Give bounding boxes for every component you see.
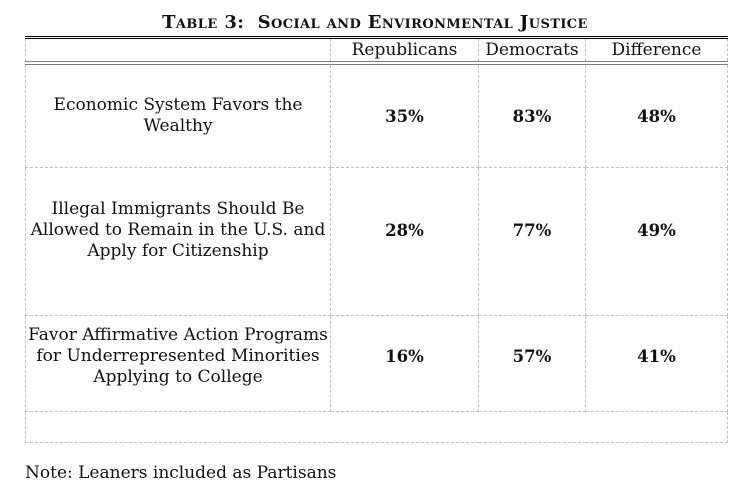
value-democrats: 57% [478,315,586,412]
empty-cell [25,411,728,443]
table-note: Note: Leaners included as Partisans [25,463,337,483]
value-republicans: 16% [330,315,479,412]
table-title: Table 3: Social and Environmental Justic… [162,12,588,33]
value-democrats: 77% [478,167,586,316]
document-page: Table 3: Social and Environmental Justic… [25,12,728,483]
header-cell-empty [25,36,331,65]
table-row-economic-system: Economic System Favors the Wealthy 35% 8… [25,62,728,168]
justice-table: Republicans Democrats Difference Economi… [25,36,728,443]
value-difference: 48% [585,62,728,168]
row-label: Illegal Immigrants Should Be Allowed to … [25,167,331,316]
value-republicans: 35% [330,62,479,168]
value-difference: 49% [585,167,728,316]
header-cell-republicans: Republicans [330,36,479,65]
row-label: Favor Affirmative Action Programs for Un… [25,315,331,412]
table-row-affirmative-action: Favor Affirmative Action Programs for Un… [25,315,728,412]
value-republicans: 28% [330,167,479,316]
value-difference: 41% [585,315,728,412]
table-row-illegal-immigrants: Illegal Immigrants Should Be Allowed to … [25,167,728,316]
header-cell-difference: Difference [585,36,728,65]
header-row: Republicans Democrats Difference [25,36,728,65]
value-democrats: 83% [478,62,586,168]
row-label: Economic System Favors the Wealthy [25,62,331,168]
table-row-empty [25,411,728,443]
header-cell-democrats: Democrats [478,36,586,65]
